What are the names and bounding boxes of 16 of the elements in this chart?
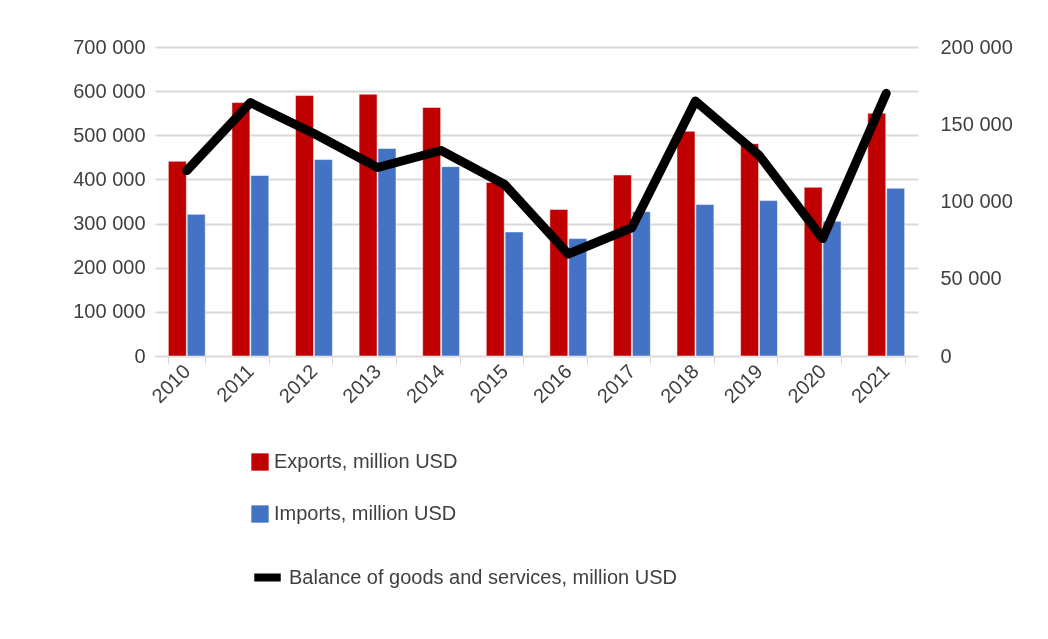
y-tick-label: 700 000 xyxy=(73,35,146,58)
y-tick-label: 500 000 xyxy=(73,123,146,146)
y-tick-label: 400 000 xyxy=(73,167,146,190)
y2-tick-label: 200 000 xyxy=(940,35,1013,58)
y-tick-label: 100 000 xyxy=(73,300,146,323)
legend-label: Balance of goods and services, million USD xyxy=(289,565,677,588)
y2-tick-label: 50 000 xyxy=(940,267,1002,290)
y2-tick-label: 100 000 xyxy=(940,190,1013,212)
y-tick-label: 0 xyxy=(134,344,146,367)
y-tick-label: 600 000 xyxy=(73,79,146,102)
legend-label: Imports, million USD xyxy=(274,502,457,524)
y2-tick-label: 0 xyxy=(940,344,952,367)
y-tick-label: 300 000 xyxy=(73,212,146,235)
legend-label: Exports, million USD xyxy=(274,450,458,472)
y-tick-label: 200 000 xyxy=(73,256,146,279)
y2-tick-label: 150 000 xyxy=(940,112,1013,135)
